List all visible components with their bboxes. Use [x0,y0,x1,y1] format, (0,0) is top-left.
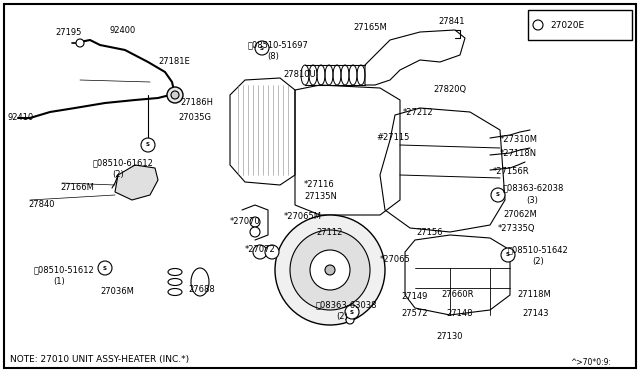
Text: 27166M: 27166M [60,183,94,192]
Text: Ⓢ08510-51612: Ⓢ08510-51612 [34,265,95,274]
Circle shape [533,20,543,30]
Text: 27660R: 27660R [441,290,474,299]
Text: S: S [103,266,107,270]
Text: *27072: *27072 [245,245,276,254]
Text: (3): (3) [526,196,538,205]
Text: *27070: *27070 [230,217,260,226]
Text: 27840: 27840 [28,200,54,209]
Circle shape [255,41,269,55]
Circle shape [345,305,359,319]
Text: (2): (2) [112,170,124,179]
Ellipse shape [168,279,182,285]
Circle shape [98,261,112,275]
Text: *27065: *27065 [380,255,411,264]
Text: 27810U: 27810U [283,70,316,79]
Circle shape [501,248,515,262]
Circle shape [167,87,183,103]
Text: *27116: *27116 [304,180,335,189]
Text: Ⓢ08510-51697: Ⓢ08510-51697 [248,40,309,49]
Text: 92410: 92410 [8,113,35,122]
Text: 27841: 27841 [438,17,465,26]
Text: 27195: 27195 [55,28,81,37]
Text: (2): (2) [336,312,348,321]
Text: 27186H: 27186H [180,98,213,107]
Text: Ⓢ08363-62038: Ⓢ08363-62038 [503,183,564,192]
Bar [528,10,632,40]
Text: 27130: 27130 [436,332,463,341]
Text: S: S [350,310,354,314]
Text: *27118N: *27118N [500,149,537,158]
Text: (2): (2) [532,257,544,266]
Text: *27310M: *27310M [500,135,538,144]
Text: S: S [260,45,264,51]
Text: S: S [496,192,500,198]
Circle shape [325,265,335,275]
Text: #27115: #27115 [376,133,410,142]
Text: 27156: 27156 [416,228,442,237]
Text: ^>70*0:9:: ^>70*0:9: [570,358,611,367]
Text: 27135N: 27135N [304,192,337,201]
Text: 27143: 27143 [522,309,548,318]
Text: 27181E: 27181E [158,57,189,66]
Text: *27212: *27212 [403,108,434,117]
Text: 27149: 27149 [401,292,428,301]
Circle shape [346,316,354,324]
Circle shape [250,227,260,237]
Circle shape [171,91,179,99]
Text: 27572: 27572 [401,309,428,318]
Text: 27035G: 27035G [178,113,211,122]
Circle shape [253,245,267,259]
Text: 27820Q: 27820Q [433,85,466,94]
Text: NOTE: 27010 UNIT ASSY-HEATER (INC.*): NOTE: 27010 UNIT ASSY-HEATER (INC.*) [10,355,189,364]
Circle shape [275,215,385,325]
Text: 27165M: 27165M [353,23,387,32]
Text: (1): (1) [53,277,65,286]
Circle shape [250,217,260,227]
Text: *27156R: *27156R [493,167,530,176]
Text: (8): (8) [267,52,279,61]
Circle shape [265,245,279,259]
Circle shape [141,138,155,152]
Text: Ⓢ08510-61612: Ⓢ08510-61612 [93,158,154,167]
Text: 27036M: 27036M [100,287,134,296]
Text: *27335Q: *27335Q [498,224,536,233]
Ellipse shape [191,268,209,296]
Text: 27062M: 27062M [503,210,537,219]
Text: 27688: 27688 [188,285,215,294]
Text: *27065M: *27065M [284,212,322,221]
Circle shape [290,230,370,310]
Text: S: S [506,253,510,257]
Circle shape [491,188,505,202]
Text: Ⓢ08510-51642: Ⓢ08510-51642 [508,245,569,254]
Text: 92400: 92400 [110,26,136,35]
Text: 27020E: 27020E [550,20,584,29]
Ellipse shape [168,269,182,276]
Text: S: S [146,142,150,148]
Circle shape [310,250,350,290]
Text: Ⓢ08363-63038: Ⓢ08363-63038 [316,300,378,309]
Text: 27148: 27148 [446,309,472,318]
Text: 27112: 27112 [316,228,342,237]
Circle shape [76,39,84,47]
Text: 27118M: 27118M [517,290,551,299]
Polygon shape [115,165,158,200]
Ellipse shape [168,289,182,295]
